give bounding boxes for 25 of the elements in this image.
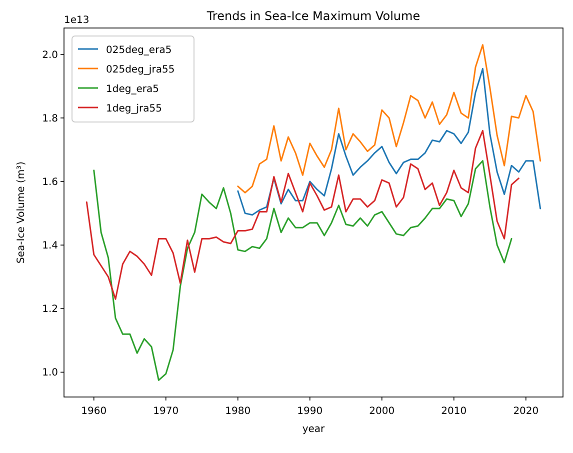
chart-title: Trends in Sea-Ice Maximum Volume bbox=[206, 9, 420, 23]
x-tick-label: 2000 bbox=[369, 406, 395, 417]
y-axis-title: Sea-Ice Volume (m³) bbox=[16, 161, 27, 264]
x-tick-label: 2020 bbox=[513, 406, 539, 417]
legend-label: 025deg_era5 bbox=[106, 45, 172, 56]
y-tick-label: 1.4 bbox=[42, 240, 58, 252]
x-tick-label: 2010 bbox=[441, 406, 467, 417]
line-series bbox=[86, 130, 520, 300]
x-tick-label: 1990 bbox=[297, 406, 323, 417]
x-tick-label: 1980 bbox=[225, 406, 251, 417]
x-tick-label: 1970 bbox=[153, 406, 179, 417]
text: 1e13 bbox=[64, 15, 90, 26]
line-series bbox=[237, 68, 542, 216]
line-series bbox=[237, 44, 542, 194]
y-tick-label: 2.0 bbox=[42, 50, 58, 61]
y-tick-label: 1.2 bbox=[42, 304, 58, 316]
legend-label: 1deg_era5 bbox=[106, 84, 159, 95]
x-axis-title: year bbox=[302, 424, 326, 435]
y-tick-label: 1.6 bbox=[42, 177, 58, 188]
legend-label: 1deg_jra55 bbox=[106, 104, 162, 114]
y-tick-label: 1.0 bbox=[42, 368, 58, 379]
legend-label: 025deg_jra55 bbox=[106, 64, 175, 76]
line-series bbox=[93, 160, 512, 381]
y-tick-label: 1.8 bbox=[42, 113, 58, 124]
x-tick-label: 1960 bbox=[81, 406, 107, 417]
